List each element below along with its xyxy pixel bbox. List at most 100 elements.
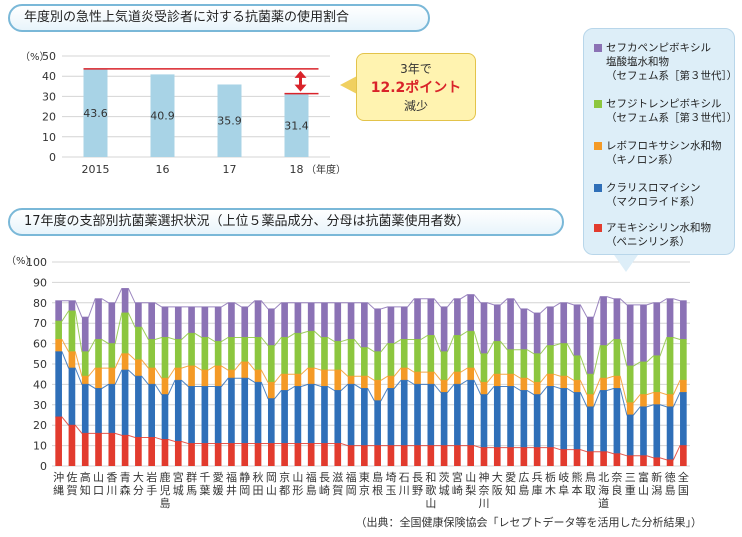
legend-text: クラリスロマイシン [606, 182, 701, 194]
chart1-ytick-label: 30 [42, 90, 56, 103]
chart2-xtick-label: 徳島 [665, 471, 676, 497]
chart2-stack-segment [307, 302, 315, 332]
chart2-stack-segment [294, 443, 302, 466]
chart2-stack-segment [108, 302, 116, 344]
chart2-stack-segment [121, 435, 129, 466]
chart2-xtick-label: 熊本 [572, 470, 583, 497]
chart2-stack-segment [214, 341, 222, 367]
chart2-stack-segment [361, 347, 368, 377]
chart2-stack-segment [188, 443, 195, 466]
chart2-stack-segment [374, 308, 381, 352]
chart1-xlabel: （年度） [306, 163, 346, 176]
chart2-stack-segment [201, 337, 209, 371]
chart2-stack-segment [573, 392, 581, 450]
legend-item-amoxicillin: アモキシシリン水和物 （ペニシリン系） [594, 221, 711, 249]
chart2-stack-segment [454, 298, 461, 336]
chart2-stack-segment [214, 306, 222, 342]
chart2-stack-segment [307, 384, 315, 444]
chart2-xtick-label: 福井 [226, 470, 237, 497]
chart1-bar [83, 68, 108, 157]
chart2-stack-segment [121, 370, 129, 436]
chart2-series-connector [55, 288, 687, 318]
callout-line1: 3年で [400, 62, 432, 76]
chart2-stack-segment [81, 317, 89, 352]
chart2-stack-segment [161, 337, 169, 379]
chart2-stack-segment [347, 376, 355, 385]
chart2-stack-segment [507, 349, 514, 375]
chart2-stack-segment [626, 366, 634, 403]
chart2-stack-segment [427, 445, 435, 466]
chart2-stack-segment [334, 443, 342, 466]
chart2-stack-segment [68, 300, 76, 311]
chart2-stack-segment [347, 445, 355, 466]
chart2-stack-segment [560, 376, 568, 389]
chart2-stack-segment [108, 384, 116, 434]
chart1-arrow-head-down [294, 84, 307, 92]
chart2-stack-segment [414, 339, 421, 373]
chart2-stack-segment [653, 355, 661, 393]
callout-line3: 減少 [403, 99, 428, 113]
chart2-stack-segment [493, 386, 501, 448]
chart2-stack-segment [347, 339, 355, 377]
chart2-stack-segment [573, 449, 581, 466]
chart2-stack-segment [201, 443, 209, 466]
chart2-ytick-label: 90 [33, 276, 47, 289]
chart2-stack-segment [573, 355, 581, 381]
chart2-stack-segment [600, 390, 607, 452]
chart2-stack-segment [626, 402, 634, 415]
chart2-stack-segment [307, 331, 315, 369]
chart2-xtick-label: 富山 [638, 470, 649, 497]
chart2-stack-segment [121, 313, 129, 354]
chart2-stack-segment [374, 400, 381, 446]
chart2-stack-segment [626, 304, 634, 367]
chart2-stack-segment [214, 386, 222, 444]
chart2-stack-segment [267, 308, 275, 346]
chart2-xtick-label: 兵庫 [532, 471, 543, 497]
chart2-xtick-label: 北海道 [598, 471, 609, 510]
chart2-stack-segment [666, 337, 674, 395]
chart2-stack-segment [55, 339, 62, 352]
chart2-stack-segment [666, 459, 674, 466]
legend-pointer [612, 252, 640, 272]
chart2-xtick-label: 島根 [372, 470, 383, 497]
chart2-stack-segment [174, 441, 182, 466]
chart2-stack-segment [493, 304, 501, 342]
chart2-stack-segment [533, 394, 541, 448]
chart2-xtick-label: 東京 [359, 471, 370, 497]
chart2-stack-segment [560, 449, 568, 466]
chart2-xtick-label: 埼玉 [385, 470, 396, 497]
chart2-stack-segment [454, 384, 461, 446]
chart2-stack-segment [241, 443, 249, 466]
chart2-stack-segment [653, 404, 661, 458]
chart2-stack-segment [201, 306, 209, 338]
chart2-stack-segment [600, 296, 607, 346]
chart2-xtick-label: 鹿児島 [159, 470, 170, 510]
chart2-stack-segment [400, 445, 408, 466]
chart2-stack-segment [254, 382, 262, 444]
chart2-stack-segment [560, 302, 568, 344]
chart2-stack-segment [228, 370, 235, 379]
chart2-stack-segment [241, 361, 249, 379]
chart2-stack-segment [454, 445, 461, 466]
chart2-stack-segment [321, 443, 328, 466]
chart1-value-label: 40.9 [150, 110, 175, 123]
chart1-value-label: 35.9 [217, 115, 242, 128]
chart2-xtick-label: 神奈川 [478, 470, 489, 510]
legend-text: （セフェム系［第３世代］） [606, 112, 738, 124]
chart2-stack-segment [640, 361, 647, 395]
chart2-stack-segment [214, 443, 222, 466]
chart2-ytick-label: 80 [33, 297, 47, 310]
chart2-stack-segment [361, 445, 368, 466]
chart2-xtick-label: 栃木 [545, 470, 556, 497]
chart2-xtick-label: 岩手 [146, 470, 157, 497]
chart2-stack-segment [507, 374, 514, 387]
chart2-stack-segment [267, 443, 275, 466]
chart2-stack-segment [228, 302, 235, 338]
chart2-xtick-label: 高知 [80, 470, 91, 497]
chart2-stack-segment [547, 447, 554, 466]
chart2-stack-segment [666, 406, 674, 460]
chart2-stack-segment [148, 302, 156, 340]
chart2-stack-segment [653, 392, 661, 405]
chart2-stack-segment [281, 390, 288, 444]
chart2-stack-segment [68, 310, 76, 352]
